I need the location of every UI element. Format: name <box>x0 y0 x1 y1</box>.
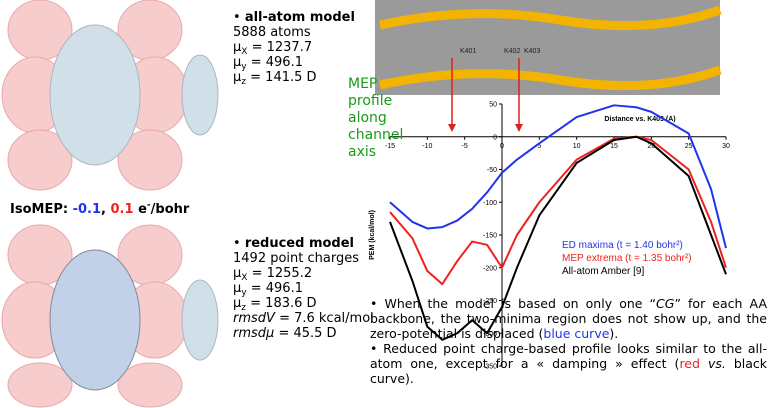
note-text: red <box>679 356 700 371</box>
x-tick-label: 10 <box>573 143 581 150</box>
model-title: reduced model <box>244 236 355 251</box>
x-tick-label: -5 <box>462 143 468 150</box>
value: = 141.5 D <box>246 70 317 85</box>
note-text: • Reduced point charge-based profile loo… <box>370 341 767 371</box>
y-tick-label: -50 <box>487 167 497 174</box>
structure-picture: K401 K402 K403 <box>375 0 722 132</box>
y-tick-label: -350 <box>483 364 497 371</box>
chart: -15 -10 -5 0 5 10 15 20 25 30500-50-100-150-200-2… <box>369 102 730 371</box>
subscript: y <box>241 288 247 298</box>
note-paragraph: • When the model is based on only one “C… <box>370 296 767 341</box>
y-tick-label: -300 <box>483 331 497 338</box>
line-series <box>389 104 727 249</box>
y-tick-label: -250 <box>483 298 497 305</box>
rmsd-value: = 7.6 kcal/mol <box>274 311 374 326</box>
x-tick-label: -10 <box>422 143 432 150</box>
subscript: z <box>241 77 247 87</box>
isomep-label: IsoMEP: <box>10 202 69 217</box>
x-tick-label: 15 <box>610 143 618 150</box>
atom-count: 5888 atoms <box>233 25 311 40</box>
subscript: y <box>241 62 247 72</box>
all-atom-picture <box>1 0 219 191</box>
symbol: μ <box>233 281 242 296</box>
note-paragraph: • Reduced point charge-based profile loo… <box>370 341 767 386</box>
line-series <box>389 135 727 341</box>
note-text <box>700 356 708 371</box>
x-tick-label: 20 <box>647 143 655 150</box>
mep-line: along <box>348 110 387 126</box>
reduced-info: • reduced model 1492 point charges μX = … <box>233 236 374 341</box>
notes: • When the model is based on only one “C… <box>370 296 767 386</box>
note-text: CG <box>656 296 675 311</box>
subscript: X <box>241 273 248 283</box>
rmsd-label: rmsdV <box>233 311 275 326</box>
unit: e <box>138 202 147 217</box>
structure-label: K401 <box>460 48 476 55</box>
y-tick-label: -200 <box>483 265 497 272</box>
legend-entry: MEP extrema (t = 1.35 bohr²) <box>562 253 692 264</box>
x-tick-label: 0 <box>500 143 504 150</box>
symbol: μ <box>233 266 242 281</box>
separator: , <box>101 202 106 217</box>
value: = 183.6 D <box>246 296 317 311</box>
y-axis-label: PEM (kcal/mol) <box>369 210 376 260</box>
note-text: ). <box>609 326 619 341</box>
isomep-neg: -0.1 <box>72 202 102 217</box>
legend-entry: ED maxima (t = 1.40 bohr²) <box>562 240 683 251</box>
note-text: black curve). <box>370 356 768 386</box>
mep-line: profile <box>348 93 393 109</box>
charge-count: 1492 point charges <box>233 251 359 266</box>
note-text: ” for each AA backbone, the two-minima r… <box>370 296 767 341</box>
value: = 496.1 <box>246 281 303 296</box>
y-tick-label: 50 <box>489 102 497 109</box>
x-axis-label: Distance vs. K403 (A) <box>604 116 675 123</box>
x-tick-label: -15 <box>385 143 395 150</box>
mep-line: channel <box>348 127 404 143</box>
x-tick-label: 5 <box>537 143 541 150</box>
rmsd-value: = 45.5 D <box>274 326 337 341</box>
note-text: vs. <box>707 356 726 371</box>
symbol: μ <box>233 70 242 85</box>
value: = 1255.2 <box>247 266 313 281</box>
note-text: • When the model is based on only one “ <box>370 296 657 311</box>
unit-sup: - <box>146 200 151 211</box>
note-text: blue curve <box>543 326 610 341</box>
line-series <box>389 135 727 286</box>
mep-line: axis <box>348 144 377 160</box>
isomep: IsoMEP: -0.1, 0.1 e-/bohr <box>10 200 190 217</box>
x-tick-label: 30 <box>722 143 730 150</box>
model-title: all-atom model <box>244 10 355 25</box>
all-atom-info: • all-atom model 5888 atoms μX = 1237.7 … <box>233 10 355 87</box>
rmsd-label: rmsdμ <box>233 326 275 341</box>
reduced-picture <box>1 224 219 408</box>
value: = 496.1 <box>246 55 303 70</box>
structure-label: K403 <box>524 48 540 55</box>
symbol: μ <box>233 55 242 70</box>
subscript: z <box>241 303 247 313</box>
subscript: X <box>241 47 248 57</box>
structure-label: K402 <box>504 48 520 55</box>
y-tick-label: -100 <box>483 200 497 207</box>
mep-line: MEP <box>348 76 378 92</box>
symbol: μ <box>233 296 242 311</box>
y-tick-label: -150 <box>483 233 497 240</box>
mep-label: MEP profile along channel axis <box>348 76 403 161</box>
unit-tail: /bohr <box>150 202 190 217</box>
y-tick-label: 0 <box>493 134 497 141</box>
legend-entry: All-atom Amber [9] <box>562 266 644 277</box>
x-tick-label: 25 <box>685 143 693 150</box>
symbol: μ <box>233 40 242 55</box>
isomep-pos: 0.1 <box>110 202 134 217</box>
value: = 1237.7 <box>247 40 313 55</box>
